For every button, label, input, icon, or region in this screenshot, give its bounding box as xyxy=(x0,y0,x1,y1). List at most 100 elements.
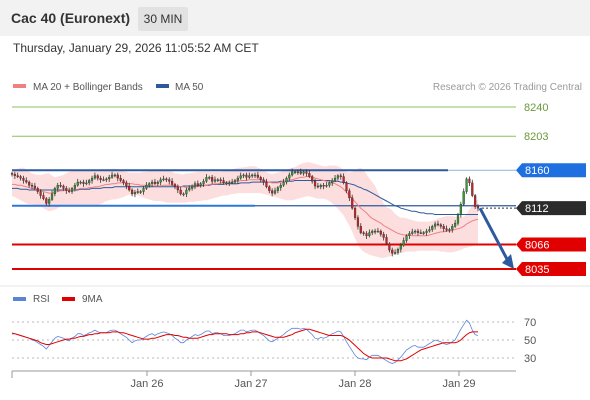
candle-down xyxy=(39,191,42,196)
main-legend: MA 20 + Bollinger Bands MA 50 Research ©… xyxy=(13,82,582,93)
candle-up xyxy=(73,185,76,189)
candle-down xyxy=(10,173,14,175)
candle-up xyxy=(213,179,217,182)
candle-down xyxy=(271,190,274,194)
candle-up xyxy=(105,178,108,181)
candle-down xyxy=(436,223,440,226)
candle-up xyxy=(328,182,331,186)
candle-down xyxy=(45,198,48,204)
candle-up xyxy=(208,177,211,179)
candle-down xyxy=(211,177,214,182)
candle-up xyxy=(193,183,197,187)
candle-up xyxy=(428,229,431,232)
candle-down xyxy=(262,179,265,183)
candle-up xyxy=(231,181,234,184)
resistance-price-tag-label: 8160 xyxy=(525,165,549,177)
candle-up xyxy=(411,231,414,234)
candle-up xyxy=(85,182,88,185)
candle-up xyxy=(48,199,51,204)
instrument-title: Cac 40 (Euronext) xyxy=(11,10,131,26)
candle-down xyxy=(222,180,225,184)
candle-up xyxy=(419,232,422,234)
candle-up xyxy=(302,171,305,174)
candle-down xyxy=(119,177,122,181)
candle-down xyxy=(245,174,248,178)
timeframe-button[interactable]: 30 MIN xyxy=(138,7,188,31)
rsi-tick-label: 50 xyxy=(524,335,536,347)
ma20-legend-swatch xyxy=(13,84,26,88)
candle-down xyxy=(116,174,119,179)
price-levels xyxy=(12,106,516,270)
target-price-label: 8203 xyxy=(524,131,548,143)
candle-up xyxy=(434,223,437,227)
candle-down xyxy=(379,230,382,235)
x-axis-tick-label: Jan 27 xyxy=(234,378,267,390)
candle-down xyxy=(348,190,351,199)
candle-up xyxy=(88,180,91,184)
candle-down xyxy=(316,185,320,188)
x-axis: Jan 26 Jan 27 Jan 28 Jan 29 xyxy=(130,371,476,390)
candle-up xyxy=(465,178,468,192)
candle-up xyxy=(70,188,74,192)
candle-up xyxy=(236,177,239,181)
candle-down xyxy=(99,177,102,180)
forecast-arrow-head xyxy=(502,254,514,269)
candle-down xyxy=(128,185,131,191)
x-axis-tick-label: Jan 29 xyxy=(442,378,475,390)
candle-up xyxy=(371,230,374,233)
candle-up xyxy=(205,177,208,182)
rsi-ma-legend-swatch xyxy=(62,297,75,301)
x-axis-tick-label: Jan 28 xyxy=(338,378,371,390)
candle-up xyxy=(414,230,417,233)
candle-up xyxy=(319,185,322,188)
support-price-tag-label: 8035 xyxy=(525,264,549,276)
ma50-legend-swatch xyxy=(156,84,169,88)
candle-up xyxy=(110,174,114,178)
candle-down xyxy=(305,171,308,174)
candle-down xyxy=(362,232,365,234)
candle-up xyxy=(368,232,371,237)
candle-down xyxy=(96,175,99,179)
rsi-ma-line xyxy=(12,328,478,362)
candle-up xyxy=(225,182,228,185)
candle-up xyxy=(248,175,251,178)
candle-up xyxy=(376,230,380,233)
candle-down xyxy=(25,180,28,183)
candle-up xyxy=(188,188,191,191)
candle-down xyxy=(168,179,171,182)
candle-down xyxy=(36,188,39,192)
candle-up xyxy=(113,174,117,177)
candle-down xyxy=(65,188,68,191)
candle-down xyxy=(468,178,471,184)
rsi-line xyxy=(11,319,479,364)
forecast-arrow xyxy=(478,207,514,269)
candle-up xyxy=(405,235,408,241)
candle-down xyxy=(385,237,388,244)
candle-up xyxy=(90,177,94,181)
candle-up xyxy=(228,182,231,185)
candle-up xyxy=(56,185,59,189)
candle-down xyxy=(19,176,22,179)
candle-up xyxy=(431,226,434,230)
candle-down xyxy=(342,176,345,184)
candle-down xyxy=(339,175,342,177)
research-credit: Research © 2026 Trading Central xyxy=(433,82,582,93)
candle-down xyxy=(308,173,311,177)
candle-down xyxy=(416,230,420,233)
candle-down xyxy=(265,181,268,188)
chart-header: Cac 40 (Euronext) 30 MIN xyxy=(0,0,590,36)
candle-down xyxy=(439,224,442,227)
candle-up xyxy=(459,203,462,215)
candle-up xyxy=(150,181,154,184)
candle-up xyxy=(162,178,165,181)
candle-down xyxy=(196,183,199,186)
target-price-label: 8240 xyxy=(524,102,548,114)
candle-up xyxy=(53,188,56,195)
rsi-legend-label: RSI xyxy=(33,294,50,305)
candle-up xyxy=(102,179,105,181)
candle-up xyxy=(148,183,151,186)
candle-down xyxy=(345,182,348,191)
candle-up xyxy=(79,181,82,184)
candle-down xyxy=(122,180,125,184)
candle-up xyxy=(276,187,279,191)
